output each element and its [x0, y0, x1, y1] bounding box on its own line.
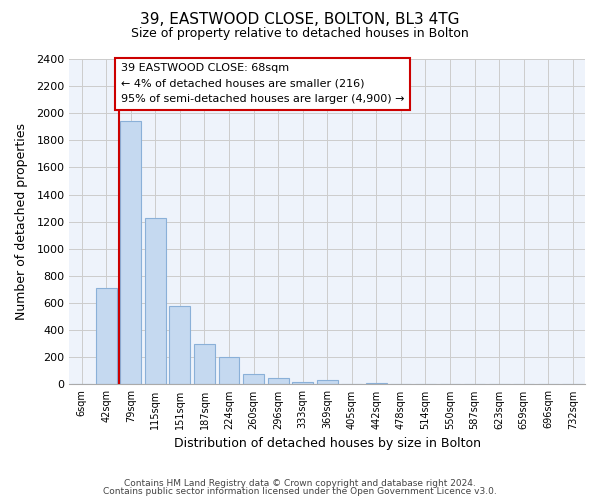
Text: 39 EASTWOOD CLOSE: 68sqm
← 4% of detached houses are smaller (216)
95% of semi-d: 39 EASTWOOD CLOSE: 68sqm ← 4% of detache…	[121, 63, 404, 104]
Bar	[194, 344, 215, 385]
Bar	[169, 306, 190, 384]
Bar	[121, 122, 141, 384]
Bar	[145, 218, 166, 384]
X-axis label: Distribution of detached houses by size in Bolton: Distribution of detached houses by size …	[174, 437, 481, 450]
Bar	[243, 374, 264, 384]
Text: Size of property relative to detached houses in Bolton: Size of property relative to detached ho…	[131, 28, 469, 40]
Bar	[292, 382, 313, 384]
Text: Contains public sector information licensed under the Open Government Licence v3: Contains public sector information licen…	[103, 487, 497, 496]
Bar	[96, 288, 117, 384]
Text: 39, EASTWOOD CLOSE, BOLTON, BL3 4TG: 39, EASTWOOD CLOSE, BOLTON, BL3 4TG	[140, 12, 460, 28]
Text: Contains HM Land Registry data © Crown copyright and database right 2024.: Contains HM Land Registry data © Crown c…	[124, 478, 476, 488]
Bar	[366, 383, 387, 384]
Y-axis label: Number of detached properties: Number of detached properties	[15, 123, 28, 320]
Bar	[268, 378, 289, 384]
Bar	[218, 358, 239, 384]
Bar	[317, 380, 338, 384]
